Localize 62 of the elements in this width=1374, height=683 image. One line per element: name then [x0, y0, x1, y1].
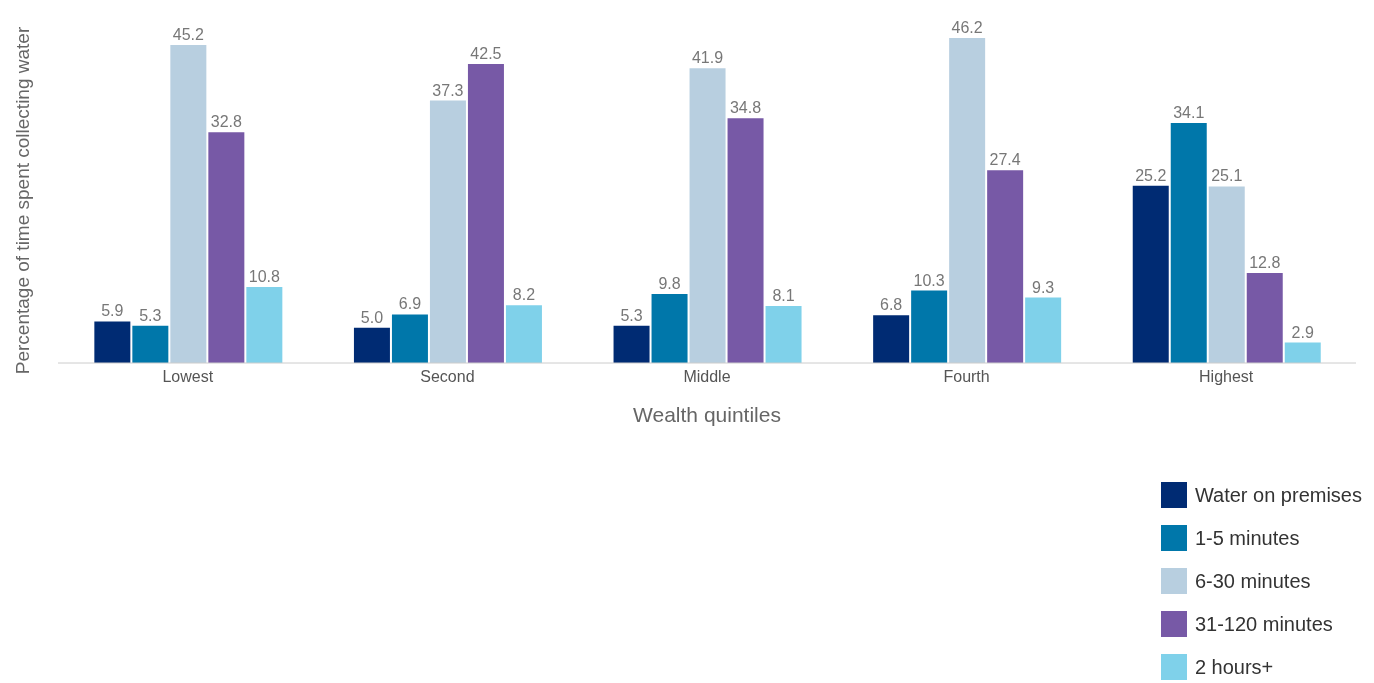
x-tick-label: Fourth — [943, 368, 990, 386]
bar — [246, 287, 283, 363]
data-label: 25.1 — [1211, 167, 1243, 185]
data-label: 25.2 — [1135, 166, 1167, 184]
bar — [132, 325, 169, 363]
data-label: 6.8 — [880, 296, 903, 314]
data-label: 9.8 — [658, 275, 681, 293]
data-label: 5.3 — [620, 306, 643, 324]
bar — [353, 327, 390, 363]
x-tick-label: Middle — [683, 368, 731, 386]
bar — [1132, 185, 1169, 363]
legend-label: 6-30 minutes — [1194, 569, 1311, 593]
data-label: 12.8 — [1249, 253, 1281, 271]
data-label: 34.1 — [1173, 104, 1205, 122]
data-label: 10.3 — [913, 271, 945, 289]
data-label: 5.9 — [101, 302, 124, 320]
data-label: 8.1 — [772, 287, 795, 305]
bar — [170, 45, 207, 363]
bar — [1284, 342, 1321, 363]
legend-label: 31-120 minutes — [1194, 612, 1333, 636]
data-label: 45.2 — [172, 26, 205, 44]
bar — [987, 170, 1024, 363]
data-label: 6.9 — [398, 295, 422, 313]
bar — [1246, 272, 1283, 363]
bar — [1025, 297, 1062, 363]
data-label: 2.9 — [1291, 323, 1314, 341]
legend-label: 2 hours+ — [1194, 655, 1274, 679]
bar — [467, 64, 504, 363]
bar — [727, 118, 764, 363]
data-label: 42.5 — [470, 45, 502, 63]
bar — [911, 290, 948, 363]
x-axis-title: Wealth quintiles — [633, 402, 781, 426]
bar — [208, 132, 245, 363]
x-tick-label: Lowest — [162, 368, 214, 386]
x-tick-label: Second — [420, 368, 475, 386]
bar — [765, 306, 802, 363]
data-label: 41.9 — [691, 49, 724, 67]
bar — [949, 38, 986, 363]
bar — [689, 68, 726, 363]
bar — [873, 315, 910, 363]
data-label: 10.8 — [248, 268, 281, 286]
data-label: 32.8 — [210, 113, 243, 131]
data-label: 5.3 — [139, 306, 162, 324]
bar — [1170, 123, 1207, 363]
legend-label: Water on premises — [1194, 483, 1362, 507]
data-label: 34.8 — [729, 99, 762, 117]
data-label: 9.3 — [1032, 278, 1055, 296]
bar — [391, 314, 428, 363]
bar — [429, 100, 466, 363]
bar — [1208, 186, 1245, 363]
y-axis-title: Percentage of time spent collecting water — [11, 26, 33, 375]
bar — [613, 325, 650, 363]
bar — [505, 305, 542, 363]
data-label: 46.2 — [951, 19, 983, 36]
data-label: 8.2 — [512, 286, 536, 304]
bar — [651, 294, 688, 363]
legend-label: 1-5 minutes — [1194, 526, 1300, 550]
data-label: 27.4 — [989, 151, 1021, 169]
x-tick-label: Highest — [1199, 368, 1254, 386]
data-label: 37.3 — [432, 81, 464, 99]
bar — [94, 321, 131, 363]
data-label: 5.0 — [360, 308, 384, 326]
